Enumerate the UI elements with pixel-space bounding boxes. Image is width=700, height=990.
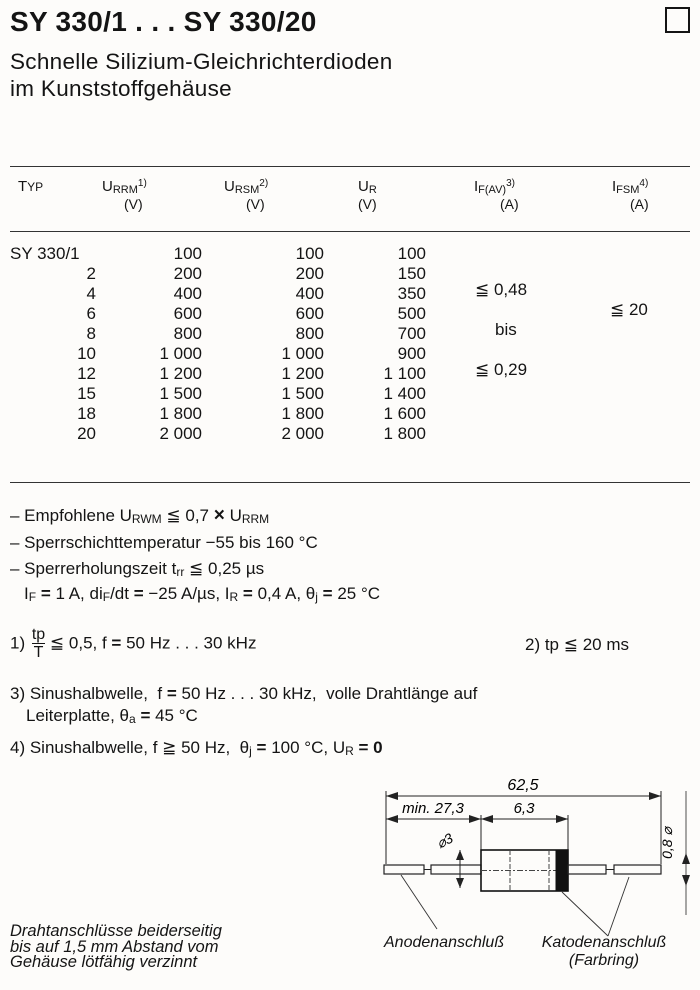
svg-text:⌀3: ⌀3 bbox=[434, 830, 456, 852]
svg-text:62,5: 62,5 bbox=[507, 777, 538, 794]
svg-text:min. 27,3: min. 27,3 bbox=[402, 800, 464, 817]
svg-text:6,3: 6,3 bbox=[514, 800, 536, 817]
svg-text:0,8 ⌀: 0,8 ⌀ bbox=[659, 826, 675, 859]
